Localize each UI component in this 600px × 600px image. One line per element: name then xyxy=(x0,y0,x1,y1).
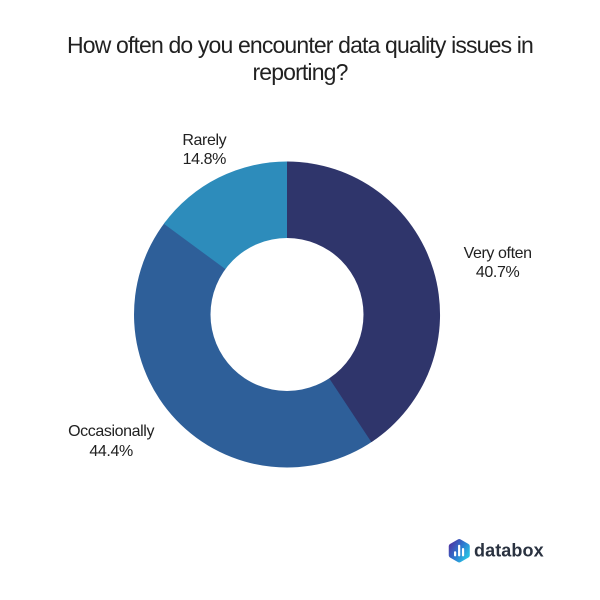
svg-text:databox: databox xyxy=(474,541,544,561)
